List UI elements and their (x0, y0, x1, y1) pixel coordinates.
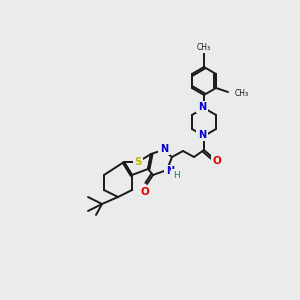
Text: CH₃: CH₃ (235, 88, 249, 98)
Text: N: N (166, 166, 174, 176)
Text: CH₃: CH₃ (197, 43, 211, 52)
Text: O: O (213, 156, 221, 166)
Text: N: N (198, 130, 206, 140)
Text: N: N (198, 102, 206, 112)
Text: N: N (160, 144, 168, 154)
Text: H: H (172, 170, 179, 179)
Text: O: O (141, 187, 149, 197)
Text: S: S (134, 157, 142, 167)
